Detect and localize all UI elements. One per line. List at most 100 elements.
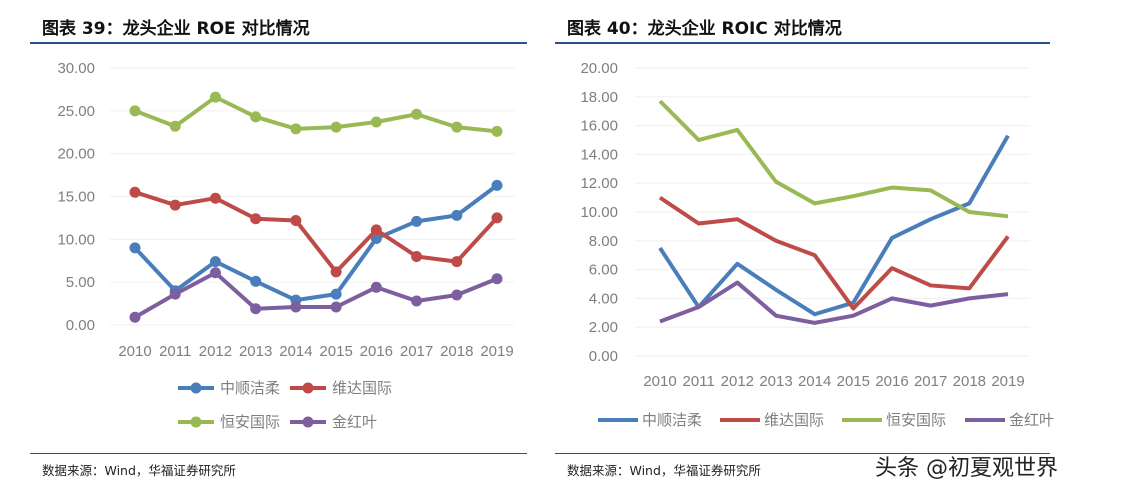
roe-x-tick-label: 2018 [440, 343, 473, 360]
roe-x-tick-label: 2017 [400, 343, 433, 360]
roic-y-tick-label: 20.00 [580, 60, 618, 77]
roe-x-tick-label: 2010 [118, 343, 151, 360]
right-source-rule [555, 453, 1050, 454]
roe-x-tick-label: 2015 [319, 343, 352, 360]
roe-data-point [330, 301, 342, 313]
roic-y-tick-label: 10.00 [580, 204, 618, 221]
roe-data-point [491, 179, 503, 191]
roe-y-tick-label: 0.00 [66, 317, 95, 334]
roe-legend-marker [190, 416, 202, 428]
roe-y-tick-label: 10.00 [57, 231, 95, 248]
roe-legend-marker [302, 382, 314, 394]
roic-y-tick-label: 4.00 [589, 290, 618, 307]
roe-legend-label: 维达国际 [332, 379, 392, 397]
roe-data-point [411, 295, 423, 307]
roic-x-tick-label: 2017 [914, 373, 947, 390]
roe-data-point [330, 121, 342, 133]
roe-series-line-1 [133, 183, 499, 303]
roic-series-line-3 [658, 99, 1009, 219]
roe-data-point [250, 275, 262, 287]
roe-data-point [129, 186, 141, 198]
roe-data-point [290, 301, 302, 313]
roe-data-point [209, 91, 221, 103]
roe-data-point [451, 289, 463, 301]
roe-x-tick-label: 2019 [480, 343, 513, 360]
roic-y-tick-label: 16.00 [580, 118, 618, 135]
right-title-rule [555, 42, 1050, 44]
roe-data-point [290, 214, 302, 226]
roe-x-tick-label: 2012 [199, 343, 232, 360]
roic-y-tick-label: 12.00 [580, 175, 618, 192]
right-source: 数据来源：Wind，华福证券研究所 [567, 463, 761, 478]
roe-data-point [250, 111, 262, 123]
roe-data-point [451, 121, 463, 133]
roe-data-point [451, 209, 463, 221]
roe-data-point [250, 303, 262, 315]
roic-x-tick-label: 2015 [837, 373, 870, 390]
roe-legend-marker [302, 416, 314, 428]
roe-y-tick-label: 20.00 [57, 146, 95, 163]
roe-data-point [129, 311, 141, 323]
roe-x-tick-label: 2011 [159, 343, 191, 360]
roic-x-tick-label: 2016 [875, 373, 908, 390]
roic-x-tick-label: 2014 [798, 373, 831, 390]
roic-y-tick-label: 6.00 [589, 262, 618, 279]
roic-y-tick-label: 0.00 [589, 348, 618, 365]
roic-x-tick-label: 2018 [953, 373, 986, 390]
roic-y-tick-label: 8.00 [589, 233, 618, 250]
roe-data-point [209, 256, 221, 268]
roe-data-point [370, 116, 382, 128]
roic-series-line-2 [658, 195, 1010, 311]
roe-legend-label: 中顺洁柔 [220, 379, 280, 397]
roic-series-line-4 [659, 280, 1009, 325]
roe-data-point [491, 125, 503, 137]
roic-x-tick-label: 2019 [991, 373, 1024, 390]
roe-y-tick-label: 15.00 [57, 189, 95, 206]
roic-x-tick-label: 2011 [683, 373, 715, 390]
roe-legend-label: 恒安国际 [220, 413, 280, 431]
right-chart-title: 图表 40：龙头企业 ROIC 对比情况 [567, 19, 842, 39]
roe-y-tick-label: 30.00 [57, 60, 95, 77]
roe-legend-label: 金红叶 [332, 413, 377, 431]
roe-data-point [129, 105, 141, 117]
roe-data-point [169, 199, 181, 211]
left-chart-title: 图表 39：龙头企业 ROE 对比情况 [42, 19, 310, 39]
roic-y-tick-label: 18.00 [580, 89, 618, 106]
roe-data-point [370, 281, 382, 293]
left-title-rule [30, 42, 527, 44]
roe-legend-marker [190, 382, 202, 394]
left-source-rule [30, 453, 527, 454]
roe-data-point [169, 120, 181, 132]
left-source: 数据来源：Wind，华福证券研究所 [42, 463, 236, 478]
roic-x-tick-label: 2010 [643, 373, 676, 390]
roe-data-point [491, 273, 503, 285]
roic-legend-label: 中顺洁柔 [642, 411, 702, 429]
roic-series-line-1 [658, 134, 1010, 317]
roic-x-tick-label: 2012 [721, 373, 754, 390]
roe-data-point [411, 108, 423, 120]
roe-data-point [169, 288, 181, 300]
roic-legend-label: 恒安国际 [886, 411, 946, 429]
roic-y-tick-label: 14.00 [580, 146, 618, 163]
roic-x-tick-label: 2013 [759, 373, 792, 390]
roe-data-point [209, 267, 221, 279]
roe-data-point [370, 232, 382, 244]
roic-legend-label: 维达国际 [764, 411, 824, 429]
roe-data-point [411, 250, 423, 262]
roe-data-point [330, 266, 342, 278]
roe-x-tick-label: 2016 [360, 343, 393, 360]
roe-data-point [491, 212, 503, 224]
roe-data-point [250, 213, 262, 225]
roe-x-tick-label: 2013 [239, 343, 272, 360]
roe-data-point [290, 123, 302, 135]
roe-series-line-3 [134, 95, 498, 134]
roe-data-point [209, 192, 221, 204]
roic-y-tick-label: 2.00 [589, 319, 618, 336]
roic-legend-label: 金红叶 [1009, 411, 1054, 429]
roe-x-tick-label: 2014 [279, 343, 312, 360]
roe-y-tick-label: 25.00 [57, 103, 95, 120]
roe-data-point [411, 215, 423, 227]
roe-data-point [370, 224, 382, 236]
roe-y-tick-label: 5.00 [66, 274, 95, 291]
